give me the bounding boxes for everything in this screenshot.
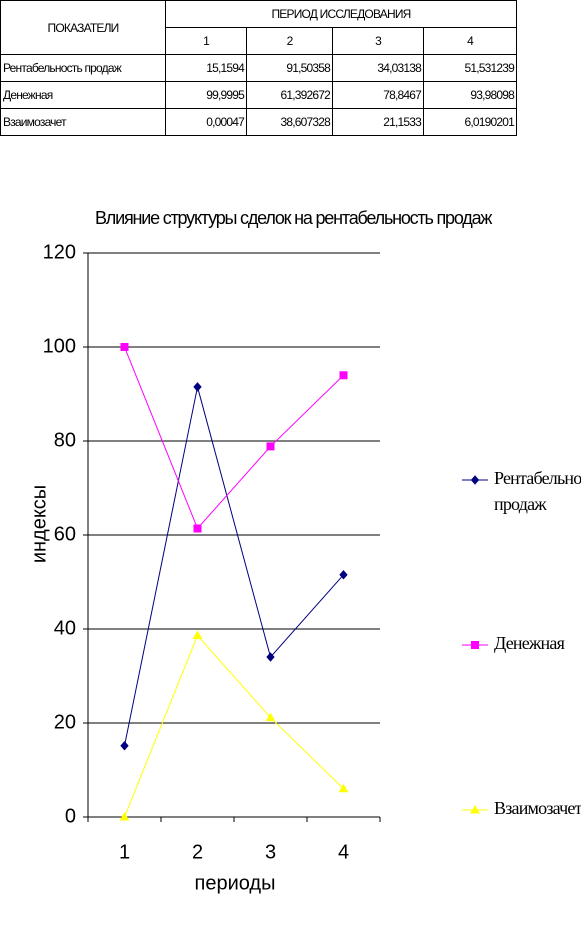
y-tick-label: 120 [43,241,76,263]
value-cell: 15,1594 [165,54,247,82]
value-cell: 99,9995 [165,81,247,109]
value-cell: 61,392672 [246,81,333,109]
data-table: ПОКАЗАТЕЛИ ПЕРИОД ИССЛЕДОВАНИЯ 1 2 3 4 Р… [0,0,517,136]
value-cell: 51,531239 [423,54,517,82]
y-tick-label: 40 [54,617,76,639]
table-row: Денежная 99,9995 61,392672 78,8467 93,98098 [0,81,517,109]
value-cell: 21,1533 [332,108,424,136]
x-tick-label: 1 [119,841,130,863]
value-cell: 93,98098 [423,81,517,109]
series-line [124,634,344,818]
table-row: Рентабельность продаж 15,1594 91,50358 34,0… [0,54,517,82]
y-tick-label: 80 [54,429,76,451]
data-point [193,382,202,392]
data-point [192,630,203,640]
header-row: ПОКАЗАТЕЛИ ПЕРИОД ИССЛЕДОВАНИЯ [0,0,517,55]
data-point [120,740,129,751]
data-point [338,783,349,793]
value-cell: 78,8467 [332,81,424,109]
data-point [266,652,275,662]
legend-marker [470,475,480,485]
label-cell: Денежная [0,81,166,109]
legend-marker [471,641,479,649]
table-row: Взаимозачет 0,00047 38,607328 21,1533 6,0190… [0,108,517,136]
value-cell: 6,0190201 [423,108,517,136]
header-cell: ПОКАЗАТЕЛИ [0,0,166,55]
data-point [339,371,348,380]
value-cell: 0,00047 [165,108,247,136]
y-tick-label: 0 [65,805,76,827]
x-tick-label: 3 [265,841,276,863]
x-axis-label: периоды [195,872,276,894]
legend-label: Взаимозачет [494,798,581,818]
y-tick-label: 20 [54,711,76,733]
data-point [119,811,130,821]
series-line [124,386,344,746]
series-line [124,346,344,530]
data-point [120,343,129,352]
value-cell: 91,50358 [246,54,333,82]
x-tick-label: 2 [192,841,203,863]
data-point [193,524,202,533]
chart-title: Влияние структуры сделок на рентабельнос… [95,208,492,228]
x-tick-label: 4 [338,841,349,863]
y-tick-label: 60 [54,523,76,545]
header-cell: ПЕРИОД ИССЛЕДОВАНИЯ [165,0,517,28]
y-tick-label: 100 [43,335,76,357]
legend-label: Денежная [494,633,565,653]
period-cell: 4 [423,27,517,55]
data-point [265,712,276,722]
label-cell: Рентабельность продаж [0,54,166,82]
label-cell: Взаимозачет [0,108,166,136]
y-axis-label: индексы [28,485,50,563]
legend-marker [470,804,480,814]
data-point [339,570,348,580]
data-point [266,442,275,451]
legend-label: Рентабельность продаж [494,468,581,514]
